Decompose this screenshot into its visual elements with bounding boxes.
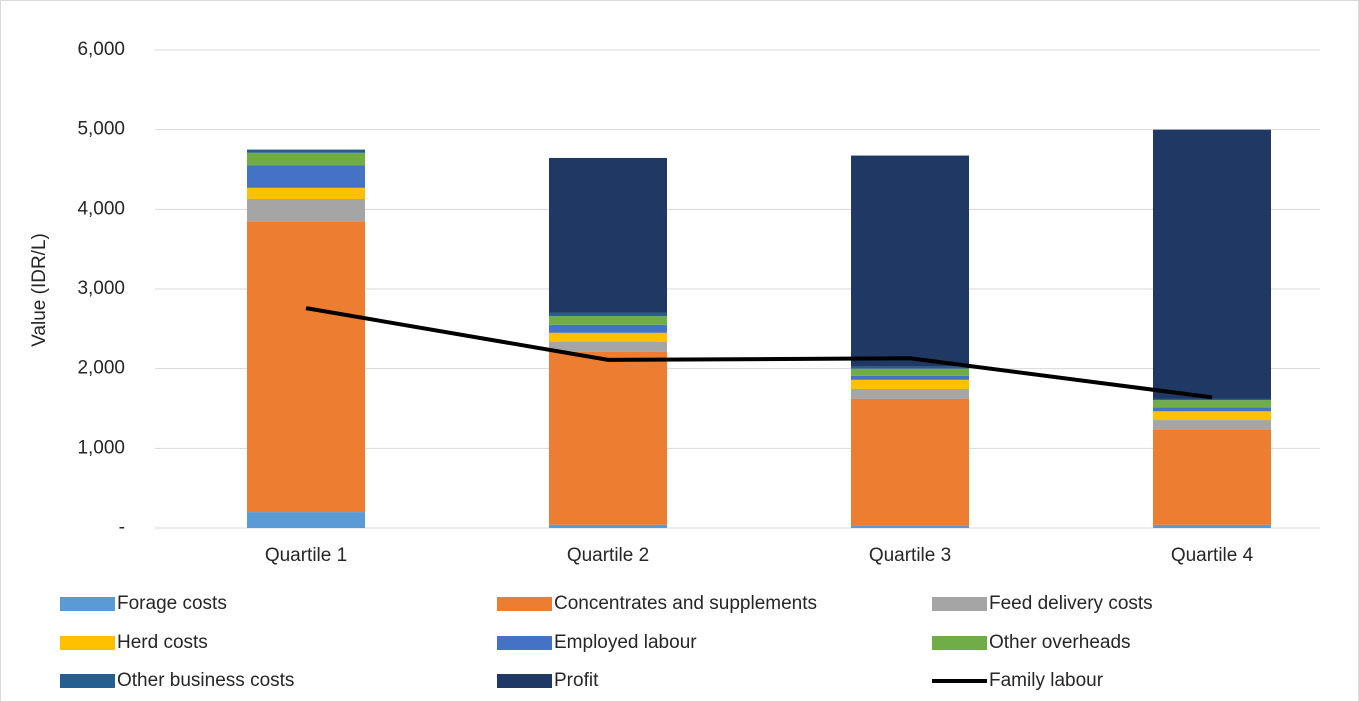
x-tick-label: Quartile 1 — [265, 545, 347, 566]
bar-segment — [851, 375, 969, 380]
bar-segment — [851, 398, 969, 526]
legend-swatch — [497, 597, 552, 611]
legend-label: Employed labour — [554, 632, 697, 653]
bar-segment — [851, 379, 969, 389]
x-tick-label: Quartile 4 — [1171, 545, 1254, 566]
bar-segment — [247, 221, 365, 513]
bar-segment — [549, 324, 667, 333]
bar-segment — [247, 165, 365, 188]
y-tick-label: 1,000 — [77, 437, 125, 458]
y-axis-label: Value (IDR/L) — [29, 233, 50, 347]
y-tick-label: 4,000 — [77, 198, 125, 219]
bar-segment — [851, 388, 969, 399]
legend-label: Forage costs — [117, 593, 227, 614]
bar-segment — [549, 312, 667, 317]
legend-label: Family labour — [989, 670, 1104, 691]
legend-swatch — [60, 674, 115, 688]
legend-swatch — [60, 597, 115, 611]
bar-segment — [247, 512, 365, 528]
legend-label: Other overheads — [989, 632, 1131, 653]
bar-segment — [1153, 398, 1271, 401]
y-tick-label: - — [119, 517, 125, 538]
bar-segment — [549, 524, 667, 528]
legend-label: Profit — [554, 670, 599, 691]
bar-segment — [549, 341, 667, 352]
y-tick-label: 5,000 — [77, 119, 125, 140]
bar-segment — [1153, 420, 1271, 430]
y-tick-label: 3,000 — [77, 278, 125, 299]
legend-label: Concentrates and supplements — [554, 593, 817, 614]
legend-swatch — [932, 636, 987, 650]
bar-segment — [549, 157, 667, 313]
bar-segment — [549, 351, 667, 525]
bar-segment — [247, 149, 365, 153]
bar-segment — [1153, 429, 1271, 525]
bar-segment — [1153, 524, 1271, 528]
x-tick-label: Quartile 2 — [567, 545, 649, 566]
bar-segment — [549, 332, 667, 342]
legend-label: Herd costs — [117, 632, 208, 653]
legend-label: Other business costs — [117, 670, 294, 691]
bar-segment — [1153, 129, 1271, 399]
bar-segment — [851, 368, 969, 376]
y-tick-label: 2,000 — [77, 358, 125, 379]
bar-segment — [851, 155, 969, 367]
bar-segment — [1153, 407, 1271, 412]
legend-swatch — [497, 636, 552, 650]
y-tick-label: 6,000 — [77, 39, 125, 60]
legend-swatch — [497, 674, 552, 688]
bar-segment — [1153, 400, 1271, 408]
bar-segment — [247, 187, 365, 199]
x-tick-label: Quartile 3 — [869, 545, 951, 566]
bar-segment — [549, 316, 667, 325]
bar-segment — [851, 525, 969, 528]
bar-segment — [247, 198, 365, 222]
bar-segment — [1153, 411, 1271, 421]
bar-segment — [247, 152, 365, 166]
legend-label: Feed delivery costs — [989, 593, 1153, 614]
legend-swatch — [932, 597, 987, 611]
legend-swatch — [60, 636, 115, 650]
line-series — [305, 306, 1213, 400]
bar-segment — [851, 366, 969, 369]
